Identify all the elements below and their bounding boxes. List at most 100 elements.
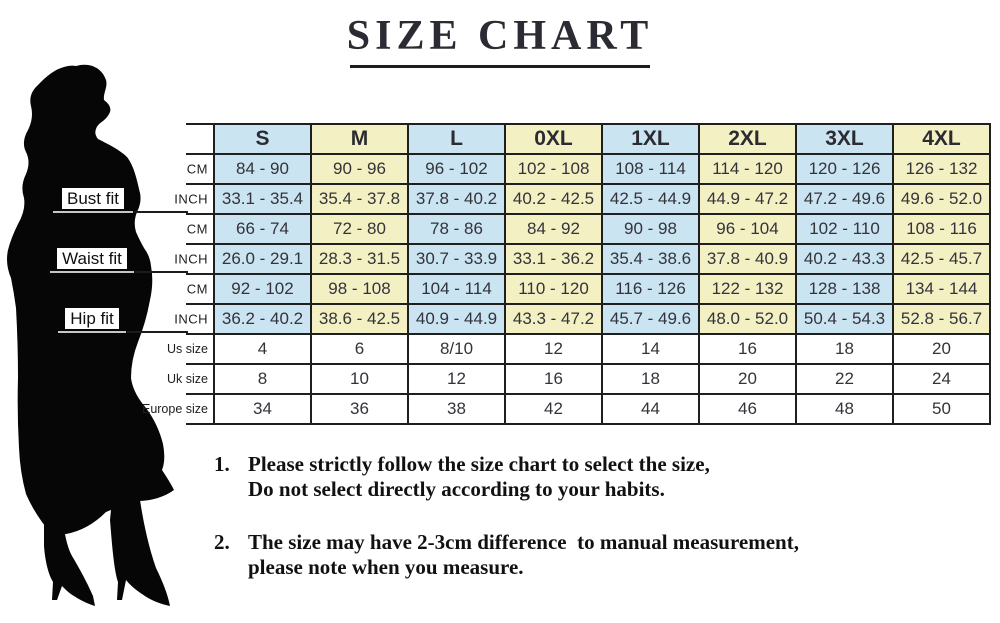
size-cell: 42.5 - 45.7 (892, 243, 991, 275)
size-cell: 108 - 116 (892, 213, 991, 245)
conversion-row-label-text: Us size (167, 342, 208, 356)
title-underline (350, 65, 650, 68)
measurement-row: CM 84 - 90 90 - 96 96 - 102 102 - 108 108 - 1… (186, 153, 991, 185)
size-cell: 104 - 114 (407, 273, 506, 305)
size-column-header: M (310, 123, 409, 155)
size-cell: 22 (795, 363, 894, 395)
conversion-row-label-text: Europe size (141, 402, 208, 416)
fit-connector-line (127, 331, 188, 333)
size-cell: 33.1 - 35.4 (213, 183, 312, 215)
size-cell: 38.6 - 42.5 (310, 303, 409, 335)
size-cell: 20 (892, 333, 991, 365)
conversion-row: Europe size 34 36 38 42 44 46 48 50 (142, 393, 991, 425)
size-column-header: S (213, 123, 312, 155)
size-cell: 37.8 - 40.2 (407, 183, 506, 215)
note-number: 2. (214, 530, 230, 554)
size-cell: 126 - 132 (892, 153, 991, 185)
notes-list: 1. Please strictly follow the size chart … (214, 452, 954, 608)
conversion-row: Uk size 8 10 12 16 18 20 22 24 (167, 363, 991, 395)
unit-row-label-text: CM (186, 281, 208, 297)
woman-silhouette-icon (7, 64, 174, 606)
size-cell: 33.1 - 36.2 (504, 243, 603, 275)
conversion-row-label: Uk size (167, 363, 215, 395)
size-cell: 50.4 - 54.3 (795, 303, 894, 335)
size-cell: 50 (892, 393, 991, 425)
size-cell: 92 - 102 (213, 273, 312, 305)
unit-row-label: CM (186, 273, 215, 305)
size-column-header: 4XL (892, 123, 991, 155)
fit-label-text: Hip fit (65, 308, 119, 329)
note-number: 1. (214, 452, 230, 476)
note-text: Please strictly follow the size chart to… (248, 452, 710, 501)
measurement-row: CM 92 - 102 98 - 108 104 - 114 110 - 120 116 … (186, 273, 991, 305)
size-cell: 134 - 144 (892, 273, 991, 305)
size-cell: 48 (795, 393, 894, 425)
fit-connector-line (135, 271, 188, 273)
conversion-row-label-text: Uk size (167, 372, 208, 386)
unit-row-label-text: CM (186, 221, 208, 237)
size-cell: 66 - 74 (213, 213, 312, 245)
corner-cell (186, 123, 214, 155)
size-header-row: S M L 0XL 1XL 2XL 3XL 4XL (186, 123, 991, 155)
size-cell: 52.8 - 56.7 (892, 303, 991, 335)
measurement-row: INCH 26.0 - 29.1 28.3 - 31.5 30.7 - 33.9 33.… (174, 243, 991, 275)
size-cell: 72 - 80 (310, 213, 409, 245)
size-cell: 96 - 104 (698, 213, 797, 245)
size-cell: 48.0 - 52.0 (698, 303, 797, 335)
size-cell: 45.7 - 49.6 (601, 303, 700, 335)
size-cell: 36.2 - 40.2 (213, 303, 312, 335)
size-cell: 90 - 98 (601, 213, 700, 245)
conversion-row-label: Us size (167, 333, 215, 365)
size-cell: 6 (310, 333, 409, 365)
size-cell: 24 (892, 363, 991, 395)
unit-row-label-text: INCH (174, 251, 208, 267)
fit-label-waist: Waist fit (50, 248, 134, 273)
size-cell: 34 (213, 393, 312, 425)
fit-connector-line (134, 211, 188, 213)
header: SIZE CHART (0, 12, 1000, 68)
size-cell: 110 - 120 (504, 273, 603, 305)
conversion-row: Us size 4 6 8/10 12 14 16 18 20 (167, 333, 991, 365)
size-cell: 49.6 - 52.0 (892, 183, 991, 215)
size-cell: 8/10 (407, 333, 506, 365)
size-cell: 102 - 108 (504, 153, 603, 185)
unit-row-label-text: INCH (174, 191, 208, 207)
size-cell: 18 (601, 363, 700, 395)
size-cell: 114 - 120 (698, 153, 797, 185)
measurement-row: CM 66 - 74 72 - 80 78 - 86 84 - 92 90 - 98 96 … (186, 213, 991, 245)
size-cell: 84 - 92 (504, 213, 603, 245)
note-item: 2. The size may have 2-3cm difference to … (214, 530, 954, 580)
size-column-header: 0XL (504, 123, 603, 155)
note-text: The size may have 2-3cm difference to ma… (248, 530, 799, 579)
size-cell: 10 (310, 363, 409, 395)
size-cell: 128 - 138 (795, 273, 894, 305)
unit-row-label: CM (186, 213, 215, 245)
size-cell: 47.2 - 49.6 (795, 183, 894, 215)
size-cell: 38 (407, 393, 506, 425)
size-cell: 78 - 86 (407, 213, 506, 245)
size-cell: 84 - 90 (213, 153, 312, 185)
size-cell: 96 - 102 (407, 153, 506, 185)
size-cell: 8 (213, 363, 312, 395)
size-column-header: L (407, 123, 506, 155)
unit-row-label: CM (186, 153, 215, 185)
size-cell: 28.3 - 31.5 (310, 243, 409, 275)
size-column-header: 1XL (601, 123, 700, 155)
size-column-header: 3XL (795, 123, 894, 155)
size-cell: 108 - 114 (601, 153, 700, 185)
size-cell: 44 (601, 393, 700, 425)
fit-label-text: Bust fit (62, 188, 124, 209)
size-cell: 36 (310, 393, 409, 425)
unit-row-label: INCH (174, 243, 215, 275)
size-cell: 120 - 126 (795, 153, 894, 185)
size-column-header: 2XL (698, 123, 797, 155)
unit-row-label-text: CM (186, 161, 208, 177)
size-cell: 40.2 - 42.5 (504, 183, 603, 215)
size-cell: 4 (213, 333, 312, 365)
size-cell: 46 (698, 393, 797, 425)
size-cell: 43.3 - 47.2 (504, 303, 603, 335)
fit-label-bust: Bust fit (53, 188, 133, 213)
size-cell: 30.7 - 33.9 (407, 243, 506, 275)
size-cell: 42.5 - 44.9 (601, 183, 700, 215)
unit-row-label-text: INCH (174, 311, 208, 327)
